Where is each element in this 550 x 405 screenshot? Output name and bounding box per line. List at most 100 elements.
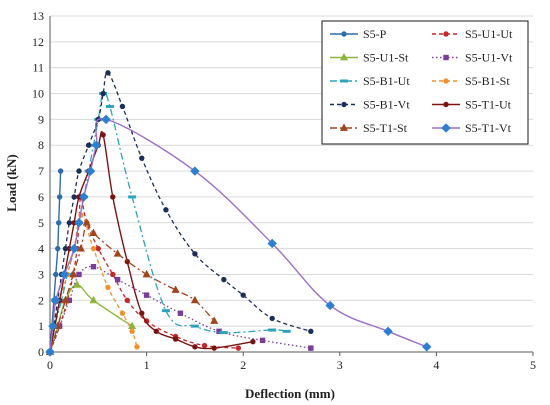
data-point	[105, 284, 111, 291]
y-tick-label: 9	[38, 112, 44, 126]
x-axis-title: Deflection (mm)	[245, 386, 335, 401]
legend-marker	[441, 123, 451, 133]
data-point	[171, 285, 180, 293]
legend-item-s5-b1-st: S5-B1-St	[432, 74, 510, 88]
data-point	[69, 269, 78, 278]
data-point	[282, 329, 291, 333]
data-point	[134, 344, 140, 350]
y-tick-label: 13	[32, 9, 44, 23]
legend-box	[321, 20, 529, 145]
legend-item-s5-t1-vt: S5-T1-Vt	[432, 121, 512, 135]
y-tick-label: 5	[38, 216, 44, 230]
legend-marker	[443, 101, 449, 108]
data-point	[110, 194, 116, 200]
data-point	[201, 342, 208, 349]
data-point	[100, 132, 106, 138]
data-point	[240, 292, 246, 298]
data-point	[76, 168, 82, 174]
y-tick-label: 10	[32, 87, 44, 101]
data-point	[55, 245, 61, 252]
data-point	[85, 166, 96, 176]
y-tick-label: 12	[32, 35, 44, 49]
legend-label: S5-T1-St	[363, 121, 408, 135]
data-point	[161, 309, 170, 313]
x-tick-label: 2	[240, 358, 246, 372]
data-point	[383, 326, 393, 337]
x-tick-label: 4	[433, 358, 439, 372]
data-point	[308, 345, 314, 351]
data-point	[56, 194, 63, 200]
x-tick-label: 1	[144, 358, 150, 372]
data-point	[85, 142, 92, 148]
data-point	[90, 264, 97, 270]
data-point	[177, 310, 184, 316]
data-point	[219, 331, 228, 335]
data-point	[139, 155, 145, 161]
data-point	[190, 324, 199, 328]
legend-item-s5-t1-st: S5-T1-St	[330, 121, 408, 135]
legend-marker	[341, 101, 347, 108]
data-point	[91, 140, 102, 150]
data-point	[325, 300, 335, 311]
series-s5-t1-ut	[47, 130, 256, 355]
series-s5-t1-vt	[45, 114, 432, 357]
x-tick-label: 3	[337, 358, 343, 372]
legend-item-s5-t1-ut: S5-T1-Ut	[432, 98, 512, 112]
legend-label: S5-B1-Vt	[363, 98, 410, 112]
y-tick-label: 2	[38, 293, 44, 307]
data-point	[172, 336, 179, 342]
data-point	[190, 166, 200, 176]
legend-marker	[339, 52, 349, 61]
legend-marker	[340, 79, 348, 83]
data-point	[105, 70, 111, 76]
data-point	[142, 269, 151, 278]
legend-label: S5-T1-Vt	[465, 121, 512, 135]
data-point	[73, 280, 82, 288]
data-series	[45, 70, 432, 357]
x-tick-label: 0	[47, 358, 53, 372]
data-point	[119, 310, 126, 316]
y-tick-label: 6	[38, 190, 44, 204]
y-tick-label: 8	[38, 138, 44, 152]
legend-item-s5-b1-ut: S5-B1-Ut	[330, 74, 410, 88]
data-point	[48, 321, 58, 331]
data-point	[79, 192, 89, 202]
legend-label: S5-B1-St	[465, 74, 510, 88]
legend-item-s5-b1-vt: S5-B1-Vt	[330, 98, 410, 112]
data-point	[89, 228, 98, 237]
data-point	[113, 249, 122, 257]
data-point	[71, 194, 77, 200]
data-point	[129, 328, 135, 335]
data-point	[235, 345, 242, 351]
legend-marker	[341, 31, 347, 37]
legend-item-s5-u1-ut: S5-U1-Ut	[432, 27, 513, 41]
data-point	[89, 295, 98, 304]
data-point	[210, 316, 219, 324]
series-line	[49, 118, 428, 353]
data-point	[153, 328, 159, 335]
legend-label: S5-B1-Ut	[363, 74, 410, 88]
legend-label: S5-U1-Ut	[465, 27, 513, 41]
legend-marker	[339, 123, 349, 131]
y-tick-label: 11	[32, 61, 44, 75]
data-point	[267, 238, 277, 249]
legend-label: S5-U1-Vt	[465, 51, 513, 65]
data-point	[100, 90, 106, 97]
y-tick-label: 0	[38, 345, 44, 359]
y-tick-label: 7	[38, 164, 44, 178]
y-tick-label: 1	[38, 319, 44, 333]
x-tick-label: 5	[530, 358, 536, 372]
legend-label: S5-T1-Ut	[465, 98, 512, 112]
data-point	[192, 251, 198, 257]
data-point	[90, 245, 97, 252]
data-point	[143, 292, 150, 298]
data-point	[76, 271, 82, 278]
data-point	[268, 328, 277, 332]
legend-item-s5-p: S5-P	[330, 27, 387, 41]
data-point	[250, 338, 256, 345]
y-tick-label: 3	[38, 267, 44, 281]
data-point	[55, 220, 62, 226]
data-point	[128, 195, 137, 199]
data-point	[76, 244, 85, 252]
